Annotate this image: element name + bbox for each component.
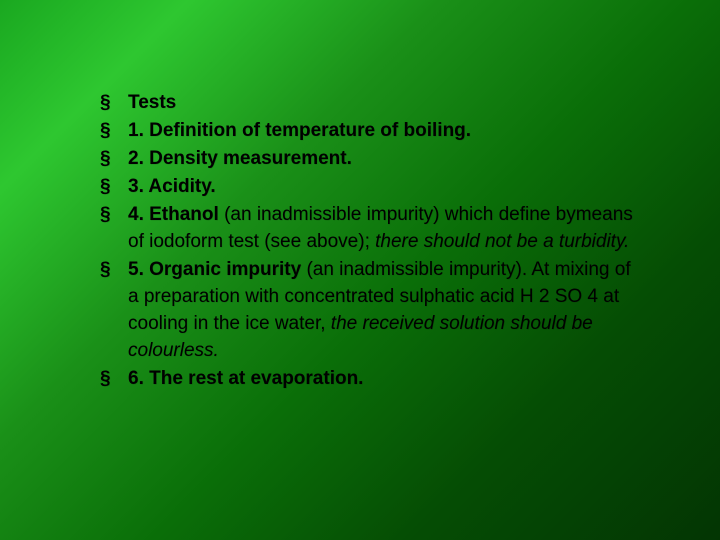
text-run: 4. Ethanol <box>128 204 224 225</box>
list-item: 4. Ethanol (an inadmissible impurity) wh… <box>100 202 640 256</box>
list-item: 3. Acidity. <box>100 174 640 201</box>
list-item: 2. Density measurement. <box>100 146 640 173</box>
text-run: 1. Definition of temperature of boiling. <box>128 120 471 141</box>
list-item: 5. Organic impurity (an inadmissible imp… <box>100 257 640 365</box>
text-run: 2. Density measurement. <box>128 148 352 169</box>
text-run: there should not be a turbidity. <box>375 231 629 252</box>
text-run: 3. Acidity. <box>128 176 216 197</box>
slide-container: Tests 1. Definition of temperature of bo… <box>0 0 720 540</box>
bullet-list: Tests 1. Definition of temperature of bo… <box>100 90 640 393</box>
list-item: 1. Definition of temperature of boiling. <box>100 118 640 145</box>
text-run: 6. The rest at evaporation. <box>128 368 363 389</box>
text-run: Tests <box>128 92 176 113</box>
text-run: 5. Organic impurity <box>128 259 306 280</box>
list-item: 6. The rest at evaporation. <box>100 366 640 393</box>
list-item: Tests <box>100 90 640 117</box>
